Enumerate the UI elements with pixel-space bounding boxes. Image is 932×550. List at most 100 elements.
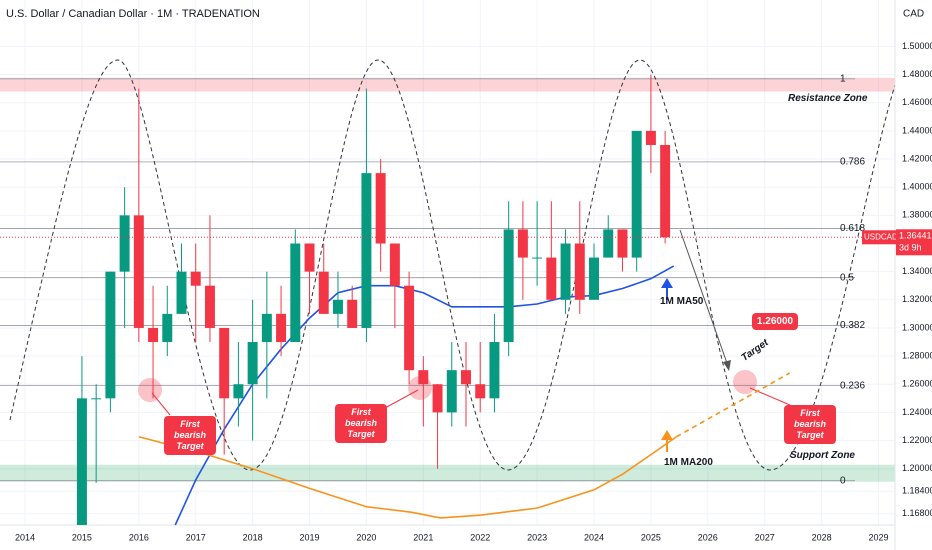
- y-tick-label: 1.38000: [902, 210, 932, 220]
- x-tick-label: 2019: [300, 532, 320, 542]
- candle-body: [91, 398, 102, 400]
- arrow-head: [723, 360, 731, 371]
- fib-label: 0.5: [840, 272, 854, 283]
- y-tick-label: 1.28000: [902, 350, 932, 360]
- candle-body: [105, 271, 116, 399]
- x-tick-label: 2017: [186, 532, 206, 542]
- candle-body: [204, 285, 215, 328]
- zone-label: Resistance Zone: [788, 93, 868, 105]
- candle-body: [660, 144, 671, 238]
- y-tick-label: 1.26000: [902, 379, 932, 389]
- y-tick-label: 1.30000: [902, 322, 932, 332]
- y-tick-label: 1.18400: [902, 486, 932, 496]
- candle-body: [617, 229, 628, 258]
- y-tick-label: 1.46000: [902, 97, 932, 107]
- x-tick-label: 2015: [72, 532, 92, 542]
- x-tick-label: 2029: [868, 532, 888, 542]
- ma200-arrow: [661, 430, 673, 452]
- candle-body: [304, 243, 315, 272]
- x-tick-label: 2022: [470, 532, 490, 542]
- candle-body: [290, 243, 301, 343]
- background: [0, 0, 895, 525]
- fib-label: 0.382: [840, 320, 865, 331]
- callout: First bearish Target: [784, 405, 836, 444]
- candle-body: [446, 370, 457, 413]
- y-tick-label: 1.50000: [902, 41, 932, 51]
- symbol-label: USDCAD: [864, 232, 898, 241]
- ma50-arrow: [661, 278, 673, 300]
- callout: First bearish Target: [335, 404, 387, 443]
- candle-body: [532, 257, 543, 259]
- candle-body: [148, 327, 159, 343]
- candle-body: [247, 342, 258, 385]
- x-tick-label: 2016: [129, 532, 149, 542]
- candle-body: [461, 370, 471, 385]
- cycle-curve: [9, 59, 896, 471]
- projection-arrow: [679, 229, 729, 367]
- candle-body: [603, 229, 614, 258]
- candle-body: [361, 173, 372, 328]
- candle-body: [276, 313, 287, 343]
- x-tick-label: 2026: [698, 532, 718, 542]
- candle-body: [432, 384, 443, 413]
- candle-body: [389, 243, 400, 286]
- candle-body: [133, 215, 144, 328]
- y-tick-label: 1.48000: [902, 69, 932, 79]
- candle-body: [261, 313, 272, 343]
- target-circle: [733, 370, 757, 394]
- y-tick-label: 1.24000: [902, 407, 932, 417]
- x-tick-label: 2021: [413, 532, 433, 542]
- y-tick-label: 1.42000: [902, 153, 932, 163]
- candle-body: [589, 257, 599, 300]
- candle-body: [418, 370, 429, 385]
- candle-body: [546, 257, 557, 300]
- ma-line: [138, 435, 677, 519]
- candle-body: [76, 398, 87, 525]
- zone: [0, 77, 895, 92]
- x-tick-label: 2027: [755, 532, 775, 542]
- candle-body: [347, 299, 358, 328]
- candle-body: [560, 243, 571, 300]
- candle-body: [645, 130, 656, 145]
- y-tick-label: 1.22000: [902, 435, 932, 445]
- x-tick-label: 2020: [356, 532, 376, 542]
- fib-label: 0.618: [840, 223, 865, 234]
- candle-body: [233, 384, 244, 399]
- y-tick-label: 1.34000: [902, 266, 932, 276]
- candle-body: [219, 327, 230, 399]
- x-tick-label: 2018: [243, 532, 263, 542]
- ma-label: 1M MA200: [664, 457, 713, 468]
- last-price-label: 1.36441: [899, 231, 932, 241]
- x-tick-label: 2014: [15, 532, 35, 542]
- countdown: 3d 9h: [899, 243, 922, 253]
- zone-label: Support Zone: [790, 449, 855, 461]
- x-tick-label: 2023: [527, 532, 547, 542]
- x-tick-label: 2024: [584, 532, 604, 542]
- symbol-tag: [862, 230, 896, 245]
- y-tick-label: 1.20000: [902, 463, 932, 473]
- candle-body: [404, 285, 415, 371]
- x-tick-label: 2025: [641, 532, 661, 542]
- candle-body: [176, 271, 187, 314]
- candle-body: [475, 384, 486, 399]
- target-circle: [138, 378, 162, 402]
- candle-body: [489, 342, 500, 399]
- candle-body: [375, 173, 386, 244]
- candle-body: [162, 313, 173, 343]
- callout: First bearish Target: [164, 416, 216, 455]
- callout-pointer: [749, 387, 791, 406]
- x-tick-label: 2028: [812, 532, 832, 542]
- target-price: 1.26000: [752, 313, 798, 330]
- fib-label: 0.786: [840, 157, 865, 168]
- ma-projection: [676, 372, 791, 438]
- fib-label: 0.236: [840, 380, 865, 391]
- candle-body: [332, 299, 343, 314]
- candle-body: [503, 229, 514, 343]
- y-tick-label: 1.32000: [902, 294, 932, 304]
- price-tag: [896, 229, 932, 256]
- candle-body: [574, 243, 585, 300]
- zone: [0, 464, 895, 482]
- fib-label: 0: [840, 475, 846, 486]
